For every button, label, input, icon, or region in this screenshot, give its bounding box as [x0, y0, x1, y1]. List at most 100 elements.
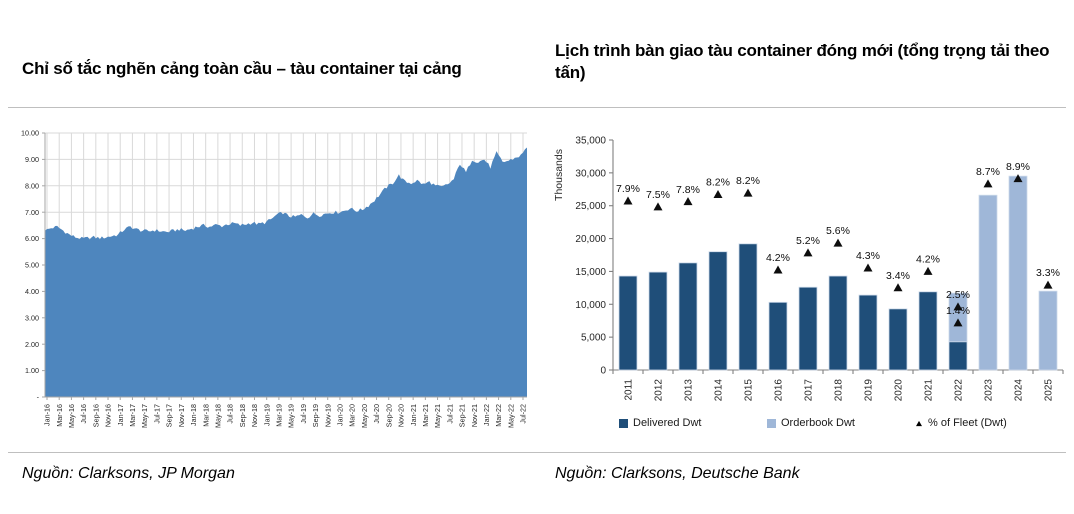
- svg-text:Jan-19: Jan-19: [262, 404, 271, 426]
- svg-text:Jan-16: Jan-16: [43, 404, 52, 426]
- svg-text:25,000: 25,000: [575, 201, 606, 212]
- orderbook-swatch-icon: [767, 418, 776, 428]
- x-axis-labels: Jan-16 Mar-16 May-16 Jul-16 Sep-16 Nov-16 Jan-…: [43, 404, 528, 428]
- svg-text:2017: 2017: [804, 379, 815, 402]
- delivered-swatch-icon: [619, 418, 628, 428]
- fleet-pct-label: 5.2%: [796, 235, 820, 247]
- svg-text:May-18: May-18: [213, 404, 222, 428]
- svg-text:Nov-18: Nov-18: [250, 404, 259, 427]
- delivered-bar-2017: [798, 286, 818, 371]
- svg-text:2013: 2013: [684, 379, 695, 402]
- svg-text:May-19: May-19: [287, 404, 296, 428]
- fleet-pct-triangle: [983, 179, 993, 188]
- legend-delivered: Delivered Dwt: [619, 417, 701, 429]
- y-axis-title: Thousands: [553, 149, 565, 201]
- fleet-pct-triangle: [743, 188, 753, 197]
- svg-text:Nov-16: Nov-16: [104, 404, 113, 427]
- delivered-bar-2013: [678, 262, 698, 371]
- fleet-pct-triangle: [683, 197, 693, 206]
- legend-orderbook-label: Orderbook Dwt: [781, 417, 855, 429]
- svg-text:Mar-22: Mar-22: [494, 404, 503, 427]
- fleet-pct-triangle: [713, 189, 723, 198]
- svg-text:7.00: 7.00: [25, 208, 39, 217]
- fleet-pct-triangle: [1013, 174, 1023, 183]
- fleet-pct-triangle: [1043, 280, 1053, 289]
- orderbook-bar-2024: [1008, 175, 1028, 371]
- svg-text:2022: 2022: [954, 379, 965, 402]
- fleet-pct-triangle: [953, 302, 963, 311]
- fleet-pct-triangle: [803, 248, 813, 257]
- svg-text:Jul-19: Jul-19: [299, 404, 308, 424]
- svg-text:Jul-21: Jul-21: [445, 404, 454, 424]
- svg-text:2016: 2016: [774, 379, 785, 402]
- svg-text:35,000: 35,000: [575, 136, 606, 147]
- svg-text:May-21: May-21: [433, 404, 442, 428]
- svg-text:Jul-17: Jul-17: [152, 404, 161, 424]
- fleet-pct-label: 5.6%: [826, 225, 850, 237]
- fleet-pct-triangle: [923, 266, 933, 275]
- svg-text:Jan-22: Jan-22: [482, 404, 491, 426]
- svg-text:2014: 2014: [714, 379, 725, 402]
- triangle-marker-icon: [916, 420, 922, 426]
- svg-text:Jul-16: Jul-16: [79, 404, 88, 424]
- svg-text:Mar-19: Mar-19: [274, 404, 283, 427]
- svg-text:2020: 2020: [894, 379, 905, 402]
- delivered-bar-2015: [738, 243, 758, 371]
- delivered-bar-2011: [618, 275, 638, 371]
- fleet-pct-label: 1.4%: [946, 305, 970, 317]
- fleet-pct-triangle: [863, 263, 873, 272]
- svg-text:May-17: May-17: [140, 404, 149, 428]
- svg-text:4.00: 4.00: [25, 287, 39, 296]
- svg-text:Nov-20: Nov-20: [397, 404, 406, 427]
- svg-text:3.00: 3.00: [25, 313, 39, 322]
- fleet-pct-triangle: [623, 196, 633, 205]
- fleet-pct-triangle: [653, 202, 663, 211]
- svg-text:May-22: May-22: [506, 404, 515, 428]
- svg-text:10.00: 10.00: [21, 129, 39, 138]
- fleet-pct-label: 3.3%: [1036, 267, 1060, 279]
- svg-text:Jan-20: Jan-20: [336, 404, 345, 426]
- svg-text:Nov-17: Nov-17: [177, 404, 186, 427]
- svg-text:Nov-19: Nov-19: [323, 404, 332, 427]
- svg-text:-: -: [37, 393, 40, 402]
- delivery-schedule-bar-chart: 0 5,000 10,000 15,000 20,000 25,000 30,000 35,0…: [553, 136, 1064, 402]
- delivered-bar-2014: [708, 251, 728, 371]
- svg-text:Sep-19: Sep-19: [311, 404, 320, 427]
- orderbook-bar-2025: [1038, 290, 1058, 371]
- legend-orderbook: Orderbook Dwt: [767, 417, 855, 429]
- svg-text:8.00: 8.00: [25, 181, 39, 190]
- orderbook-bar-2023: [978, 194, 998, 371]
- right-chart-source: Nguồn: Clarksons, Deutsche Bank: [555, 465, 800, 482]
- svg-text:Nov-21: Nov-21: [470, 404, 479, 427]
- title-separator: [8, 107, 1066, 108]
- svg-text:20,000: 20,000: [575, 234, 606, 245]
- fleet-pct-triangle: [773, 265, 783, 274]
- svg-text:5,000: 5,000: [581, 333, 606, 344]
- svg-text:1.00: 1.00: [25, 366, 39, 375]
- svg-text:2012: 2012: [654, 379, 665, 402]
- svg-text:2023: 2023: [984, 379, 995, 402]
- port-congestion-area-chart: - 1.00 2.00 3.00 4.00 5.00 6.00 7.00 8.00 9.00 10.…: [21, 129, 528, 428]
- left-chart-title: Chỉ số tắc nghẽn cảng toàn cầu – tàu con…: [22, 59, 462, 78]
- svg-text:0: 0: [600, 366, 606, 377]
- delivered-bar-2021: [918, 291, 938, 371]
- fleet-pct-label: 7.5%: [646, 189, 670, 201]
- legend-delivered-label: Delivered Dwt: [633, 417, 702, 429]
- delivered-bar-2019: [858, 294, 878, 371]
- fleet-pct-label: 8.2%: [736, 175, 760, 187]
- fleet-pct-label: 7.8%: [676, 184, 700, 196]
- right-chart-title: Lịch trình bàn giao tàu container đóng m…: [555, 41, 1050, 83]
- source-separator: [8, 452, 1066, 453]
- svg-text:Mar-21: Mar-21: [421, 404, 430, 427]
- delivered-bar-2020: [888, 308, 908, 371]
- svg-text:Jan-18: Jan-18: [189, 404, 198, 426]
- congestion-area-series: [45, 147, 527, 397]
- svg-text:May-16: May-16: [67, 404, 76, 428]
- svg-text:2021: 2021: [924, 379, 935, 402]
- svg-text:Jan-17: Jan-17: [116, 404, 125, 426]
- fleet-pct-label: 8.7%: [976, 166, 1000, 178]
- x-axis-labels: 2011 2012 2013 2014 2015 2016 2017 2018 2019 2020…: [624, 379, 1055, 402]
- fleet-pct-label: 7.9%: [616, 183, 640, 195]
- svg-text:2019: 2019: [864, 379, 875, 402]
- svg-text:Jul-18: Jul-18: [226, 404, 235, 424]
